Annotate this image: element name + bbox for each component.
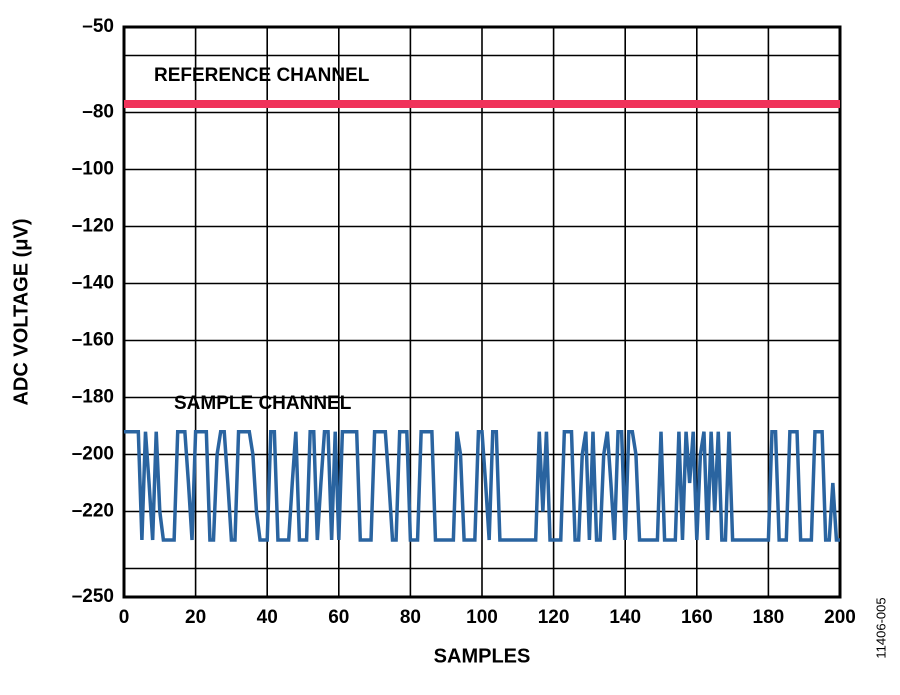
x-tick-label: 80 <box>400 607 421 628</box>
x-tick-label: 180 <box>753 607 785 628</box>
annotation: REFERENCE CHANNEL <box>154 65 370 86</box>
annotation: SAMPLE CHANNEL <box>174 393 352 414</box>
y-tick-label: –50 <box>82 16 114 37</box>
y-tick-label: –120 <box>72 216 114 237</box>
y-tick-label: –140 <box>72 273 114 294</box>
y-tick-label: –250 <box>72 586 114 607</box>
y-tick-label: –160 <box>72 330 114 351</box>
y-axis-label: ADC VOLTAGE (μV) <box>10 218 32 405</box>
x-tick-label: 160 <box>681 607 713 628</box>
y-tick-label: –100 <box>72 159 114 180</box>
x-tick-label: 0 <box>119 607 130 628</box>
x-tick-label: 100 <box>466 607 498 628</box>
series-line <box>124 429 840 542</box>
plot-frame <box>122 25 842 599</box>
plot-area <box>122 25 842 599</box>
x-axis-label: SAMPLES <box>434 645 531 667</box>
x-tick-label: 120 <box>538 607 570 628</box>
x-tick-label: 20 <box>185 607 206 628</box>
x-tick-label: 60 <box>328 607 349 628</box>
x-tick-label: 140 <box>609 607 641 628</box>
x-tick-label: 200 <box>824 607 856 628</box>
figure-id: 11406-005 <box>873 597 888 658</box>
y-tick-label: –80 <box>82 102 114 123</box>
y-tick-label: –180 <box>72 387 114 408</box>
y-tick-label: –220 <box>72 501 114 522</box>
x-tick-label: 40 <box>257 607 278 628</box>
y-tick-label: –200 <box>72 444 114 465</box>
